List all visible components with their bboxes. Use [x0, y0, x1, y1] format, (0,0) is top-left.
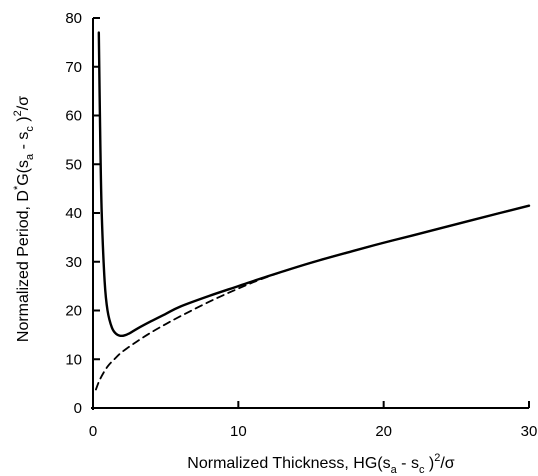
- y-tick-label: 50: [65, 156, 82, 173]
- dashed-series-line: [95, 204, 530, 391]
- x-tick-label: 10: [230, 423, 247, 440]
- x-axis-title: Normalized Thickness, HG(sa - sc )2/σ: [187, 452, 455, 476]
- ticks: 0 10 20 30 40 50 60 70 80 0 10 20 30: [65, 10, 537, 440]
- y-axis-title: Normalized Period, D*G(sa - sc )2/σ: [12, 96, 36, 342]
- series: [95, 31, 531, 391]
- y-tick-label: 40: [65, 205, 82, 222]
- y-tick-label: 20: [65, 303, 82, 320]
- y-tick-label: 60: [65, 108, 82, 125]
- x-tick-label: 30: [521, 423, 538, 440]
- y-tick-label: 80: [65, 10, 82, 27]
- y-tick-label: 30: [65, 254, 82, 271]
- axes: [91, 18, 529, 410]
- x-tick-label: 0: [89, 423, 97, 440]
- y-tick-label: 0: [74, 400, 82, 417]
- y-tick-label: 70: [65, 59, 82, 76]
- y-tick-label: 10: [65, 351, 82, 368]
- x-tick-label: 20: [375, 423, 392, 440]
- solid-series-line: [97, 31, 531, 338]
